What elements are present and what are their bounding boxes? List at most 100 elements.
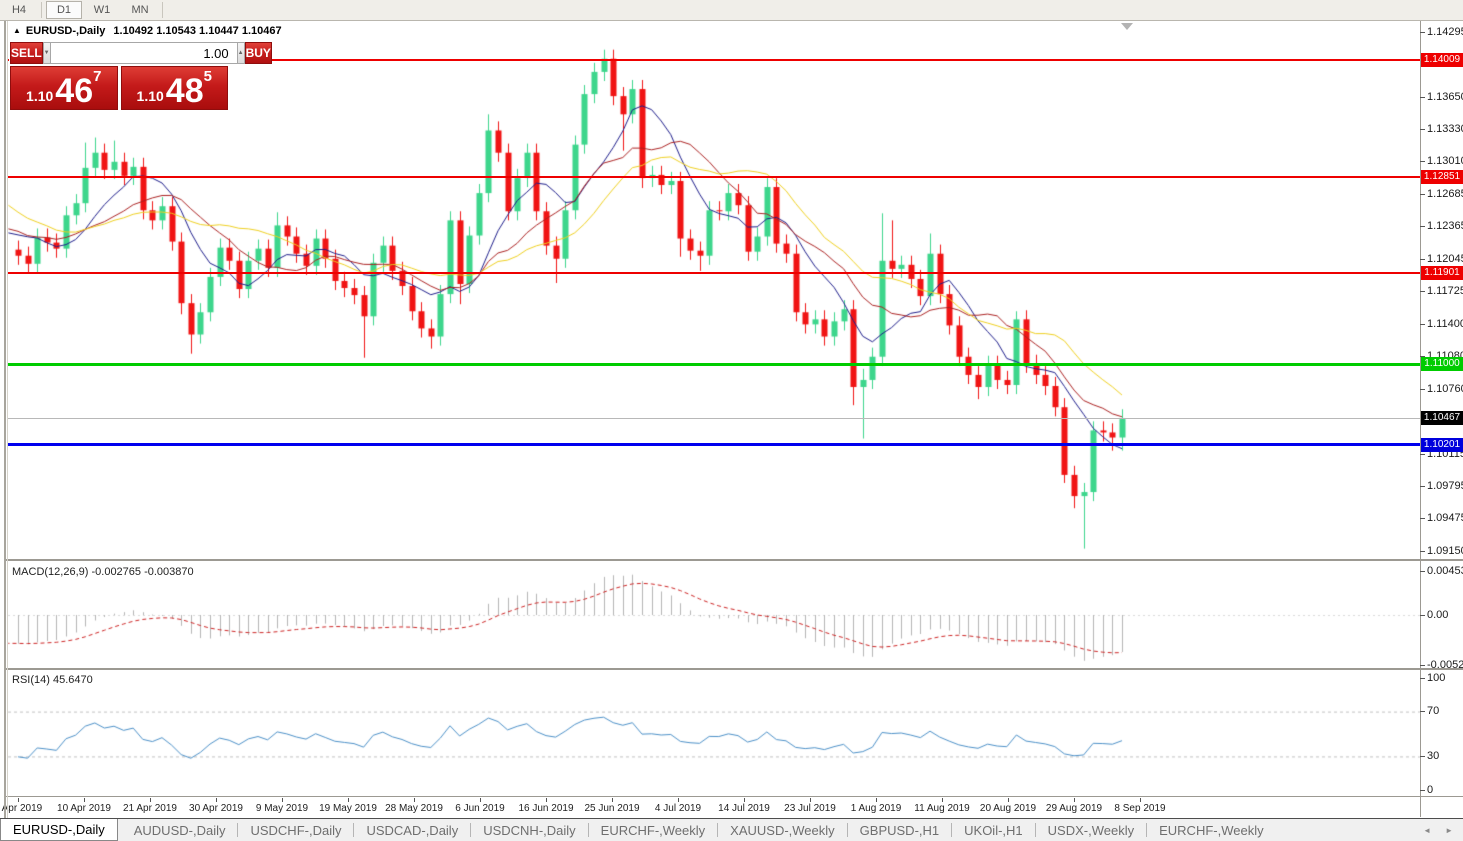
rsi-name: RSI(14) — [12, 674, 50, 686]
date-tick-label: 29 Aug 2019 — [1045, 803, 1103, 814]
date-tick-label: 28 May 2019 — [385, 803, 443, 814]
date-tick-label: 6 Jun 2019 — [455, 803, 505, 814]
chart-shift-marker-icon[interactable] — [1121, 23, 1133, 30]
macd-values: -0.002765 -0.003870 — [91, 566, 194, 578]
tab-separator — [470, 823, 472, 837]
tab-scroll-arrows: ◄ ► — [1423, 819, 1463, 841]
tab-separator — [846, 823, 848, 837]
timeframe-button-w1[interactable]: W1 — [93, 4, 111, 16]
date-tick-mark — [414, 798, 415, 802]
date-tick-label: 1 Apr 2019 — [0, 803, 43, 814]
tab-scroll-right-icon[interactable]: ► — [1445, 825, 1453, 835]
date-tick-mark — [876, 798, 877, 802]
sell-price-box[interactable]: 1.10 46 7 — [10, 66, 118, 110]
sell-price-sup: 7 — [93, 68, 102, 85]
price-tick-label: 1.09475 — [1427, 512, 1463, 524]
support-resistance-line[interactable] — [8, 272, 1420, 274]
price-level-badge: 1.11000 — [1421, 357, 1463, 371]
price-tick-mark — [1420, 356, 1425, 357]
timeframe-button-d1[interactable]: D1 — [46, 1, 82, 19]
chart-ohlc-values: 1.10492 1.10543 1.10447 1.10467 — [113, 25, 282, 37]
price-tick-label: 1.10760 — [1427, 383, 1463, 395]
volume-increase-icon[interactable]: ▲ — [236, 42, 245, 64]
chart-tab-eurusd-daily[interactable]: EURUSD-,Daily — [0, 819, 118, 841]
buy-price-box[interactable]: 1.10 48 5 — [120, 66, 228, 111]
sell-button[interactable]: SELL — [10, 42, 43, 64]
price-tick-mark — [1420, 97, 1425, 98]
tabs-container: EURUSD-,Daily AUDUSD-,Daily USDCHF-,Daily U… — [0, 819, 1276, 841]
collapse-triangle-icon[interactable]: ▲ — [13, 26, 21, 35]
date-tick-label: 19 May 2019 — [319, 803, 377, 814]
price-tick-mark — [1420, 259, 1425, 260]
date-tick-label: 23 Jul 2019 — [784, 803, 836, 814]
macd-name: MACD(12,26,9) — [12, 566, 89, 578]
chart-tab-usdcad-daily[interactable]: USDCAD-,Daily — [366, 822, 459, 838]
date-tick-label: 1 Aug 2019 — [850, 803, 902, 814]
macd-tick-mark — [1420, 665, 1425, 666]
date-tick-label: 10 Apr 2019 — [57, 803, 111, 814]
price-tick-label: 1.13330 — [1427, 123, 1463, 135]
price-tick-label: 1.11400 — [1427, 318, 1463, 330]
date-tick-label: 11 Aug 2019 — [914, 803, 970, 814]
timeframe-toolbar: H4 D1 W1 MN — [0, 0, 1463, 21]
rsi-tick-mark — [1420, 711, 1425, 712]
chart-tab-usdchf-daily[interactable]: USDCHF-,Daily — [250, 822, 342, 838]
price-tick-mark — [1420, 454, 1425, 455]
buy-button[interactable]: BUY — [244, 42, 272, 64]
rsi-pane-separator[interactable] — [4, 668, 1463, 670]
price-tick-mark — [1420, 518, 1425, 519]
date-tick-mark — [282, 798, 283, 802]
rsi-tick-label: 70 — [1427, 705, 1440, 717]
chart-tab-eurchf-weekly[interactable]: EURCHF-,Weekly — [600, 822, 706, 838]
chart-tab-ukoil-h1[interactable]: UKOil-,H1 — [964, 822, 1023, 838]
chart-tab-usdcnh-daily[interactable]: USDCNH-,Daily — [483, 822, 576, 838]
support-resistance-line[interactable] — [8, 443, 1420, 446]
tab-separator — [353, 823, 355, 837]
support-resistance-line[interactable] — [8, 59, 1420, 61]
timeframe-button-mn[interactable]: MN — [131, 4, 149, 16]
price-tick-mark — [1420, 161, 1425, 162]
support-resistance-line[interactable] — [8, 363, 1420, 366]
buy-price-big: 48 — [165, 72, 204, 111]
chart-tab-xauusd-weekly[interactable]: XAUUSD-,Weekly — [730, 822, 835, 838]
buy-price-sup: 5 — [203, 68, 212, 85]
price-tick-label: 1.11725 — [1427, 285, 1463, 297]
chart-tab-audusd-daily[interactable]: AUDUSD-,Daily — [133, 822, 226, 838]
date-tick-label: 21 Apr 2019 — [123, 803, 177, 814]
macd-tick-mark — [1420, 615, 1425, 616]
date-tick-mark — [942, 798, 943, 802]
price-tick-mark — [1420, 551, 1425, 552]
price-axis-border — [1420, 20, 1421, 817]
date-tick-mark — [216, 798, 217, 802]
price-level-badge: 1.12851 — [1421, 170, 1463, 184]
volume-input[interactable] — [50, 42, 237, 64]
price-tick-mark — [1420, 129, 1425, 130]
price-tick-mark — [1420, 194, 1425, 195]
tab-separator — [587, 823, 589, 837]
chart-tab-bar: EURUSD-,Daily AUDUSD-,Daily USDCHF-,Daily U… — [0, 818, 1463, 841]
chart-symbol-period: EURUSD-,Daily — [25, 25, 106, 37]
date-tick-label: 4 Jul 2019 — [654, 803, 702, 814]
chart-tab-gbpusd-h1[interactable]: GBPUSD-,H1 — [859, 822, 940, 838]
price-tick-label: 1.14295 — [1427, 26, 1463, 38]
macd-pane-separator[interactable] — [4, 559, 1463, 561]
date-tick-mark — [1074, 798, 1075, 802]
price-level-badge: 1.10201 — [1421, 438, 1463, 452]
tab-scroll-left-icon[interactable]: ◄ — [1423, 825, 1432, 835]
date-tick-label: 30 Apr 2019 — [189, 803, 243, 814]
macd-tick-label: 0.00 — [1427, 609, 1449, 621]
volume-decrease-icon[interactable]: ▼ — [42, 42, 51, 64]
date-tick-mark — [678, 798, 679, 802]
macd-tick-label: 0.004536 — [1427, 565, 1463, 577]
price-tick-label: 1.13650 — [1427, 91, 1463, 103]
price-tick-label: 1.12685 — [1427, 188, 1463, 200]
toolbar-separator — [41, 2, 42, 18]
support-resistance-line[interactable] — [8, 176, 1420, 178]
rsi-indicator-label: RSI(14) 45.6470 — [12, 674, 93, 686]
date-tick-mark — [612, 798, 613, 802]
chart-tab-eurchf-weekly[interactable]: EURCHF-,Weekly — [1159, 822, 1264, 838]
chart-tab-usdx-weekly[interactable]: USDX-,Weekly — [1047, 822, 1135, 838]
tab-separator — [717, 823, 719, 837]
timeframe-button-h4[interactable]: H4 — [11, 4, 27, 16]
